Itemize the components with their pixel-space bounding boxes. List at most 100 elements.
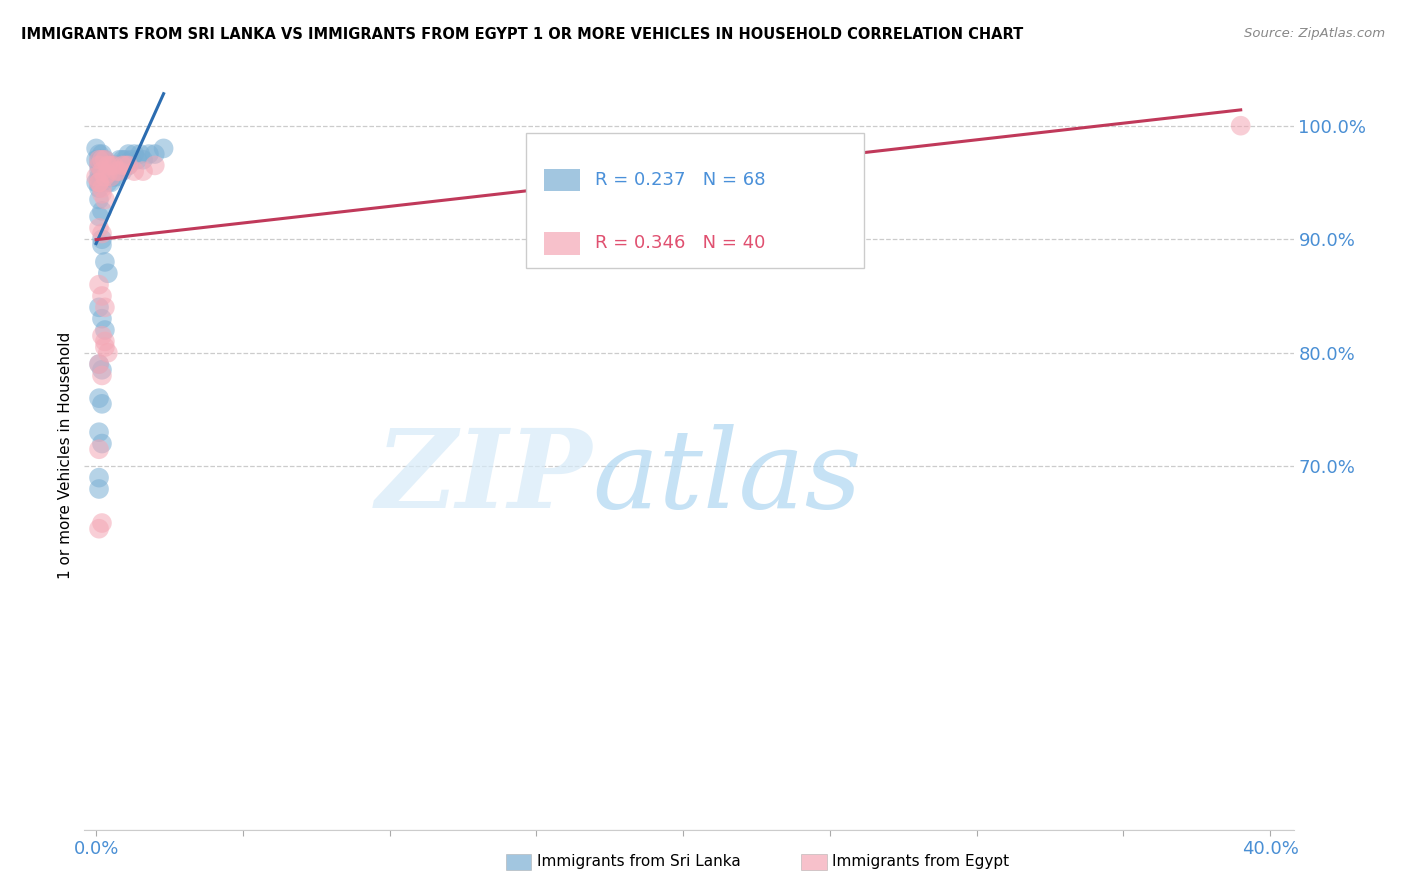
Point: [94, 323, 117, 337]
Point: [97, 166, 120, 180]
Point: [87, 164, 110, 178]
Point: [91, 169, 114, 184]
Point: [94, 158, 117, 172]
Point: [91, 153, 114, 167]
Point: [111, 164, 134, 178]
Point: [87, 176, 110, 190]
Point: [87, 169, 110, 184]
Text: Source: ZipAtlas.com: Source: ZipAtlas.com: [1244, 27, 1385, 40]
Point: [91, 158, 114, 172]
Point: [108, 153, 131, 167]
Point: [97, 266, 120, 280]
Point: [105, 169, 128, 184]
Point: [84, 176, 107, 190]
Point: [94, 193, 117, 207]
Point: [87, 176, 110, 190]
Point: [91, 436, 114, 450]
Point: [87, 153, 110, 167]
Point: [100, 169, 122, 184]
Point: [100, 158, 122, 172]
Point: [91, 311, 114, 326]
Text: IMMIGRANTS FROM SRI LANKA VS IMMIGRANTS FROM EGYPT 1 OR MORE VEHICLES IN HOUSEHO: IMMIGRANTS FROM SRI LANKA VS IMMIGRANTS …: [21, 27, 1024, 42]
Point: [87, 210, 110, 224]
Point: [117, 158, 139, 172]
Point: [91, 227, 114, 241]
Point: [114, 158, 136, 172]
Point: [91, 232, 114, 246]
Text: atlas: atlas: [592, 424, 862, 531]
Point: [87, 482, 110, 496]
Point: [87, 357, 110, 371]
Point: [84, 169, 107, 184]
Point: [87, 522, 110, 536]
Bar: [544, 232, 581, 254]
Point: [105, 164, 128, 178]
Bar: [544, 169, 581, 191]
Point: [87, 391, 110, 405]
Point: [97, 176, 120, 190]
Point: [84, 141, 107, 155]
Point: [105, 164, 128, 178]
Point: [143, 158, 166, 172]
Point: [94, 255, 117, 269]
Point: [120, 153, 142, 167]
Point: [108, 158, 131, 172]
Point: [87, 301, 110, 315]
FancyBboxPatch shape: [526, 133, 865, 268]
Point: [94, 301, 117, 315]
Text: Immigrants from Sri Lanka: Immigrants from Sri Lanka: [537, 855, 741, 869]
Point: [94, 340, 117, 354]
Point: [97, 158, 120, 172]
Point: [87, 277, 110, 292]
Point: [94, 169, 117, 184]
Point: [87, 176, 110, 190]
Point: [87, 153, 110, 167]
Y-axis label: 1 or more Vehicles in Household: 1 or more Vehicles in Household: [58, 331, 73, 579]
Point: [84, 153, 107, 167]
Point: [117, 147, 139, 161]
Point: [117, 158, 139, 172]
Point: [94, 169, 117, 184]
Point: [87, 442, 110, 457]
Text: Immigrants from Egypt: Immigrants from Egypt: [832, 855, 1010, 869]
Point: [91, 363, 114, 377]
Point: [97, 158, 120, 172]
Point: [87, 181, 110, 195]
Point: [91, 186, 114, 201]
Text: R = 0.237   N = 68: R = 0.237 N = 68: [595, 171, 765, 189]
Point: [114, 158, 136, 172]
Point: [111, 158, 134, 172]
Point: [91, 181, 114, 195]
Point: [87, 357, 110, 371]
Point: [91, 328, 114, 343]
Point: [129, 147, 152, 161]
Point: [91, 238, 114, 252]
Text: ZIP: ZIP: [375, 424, 592, 531]
Point: [94, 153, 117, 167]
Point: [91, 153, 114, 167]
Point: [122, 147, 145, 161]
Point: [103, 164, 125, 178]
Point: [87, 193, 110, 207]
Point: [91, 397, 114, 411]
Point: [91, 368, 114, 383]
Point: [91, 164, 114, 178]
Point: [103, 169, 125, 184]
Point: [87, 158, 110, 172]
Point: [152, 141, 174, 155]
Point: [87, 147, 110, 161]
Point: [91, 516, 114, 530]
Point: [94, 153, 117, 167]
Point: [87, 158, 110, 172]
Point: [91, 164, 114, 178]
Point: [87, 470, 110, 484]
Point: [132, 164, 155, 178]
Point: [97, 345, 120, 359]
Point: [138, 147, 160, 161]
Point: [91, 289, 114, 303]
Point: [91, 147, 114, 161]
Point: [127, 153, 149, 167]
Point: [100, 176, 122, 190]
Point: [103, 158, 125, 172]
Point: [132, 153, 155, 167]
